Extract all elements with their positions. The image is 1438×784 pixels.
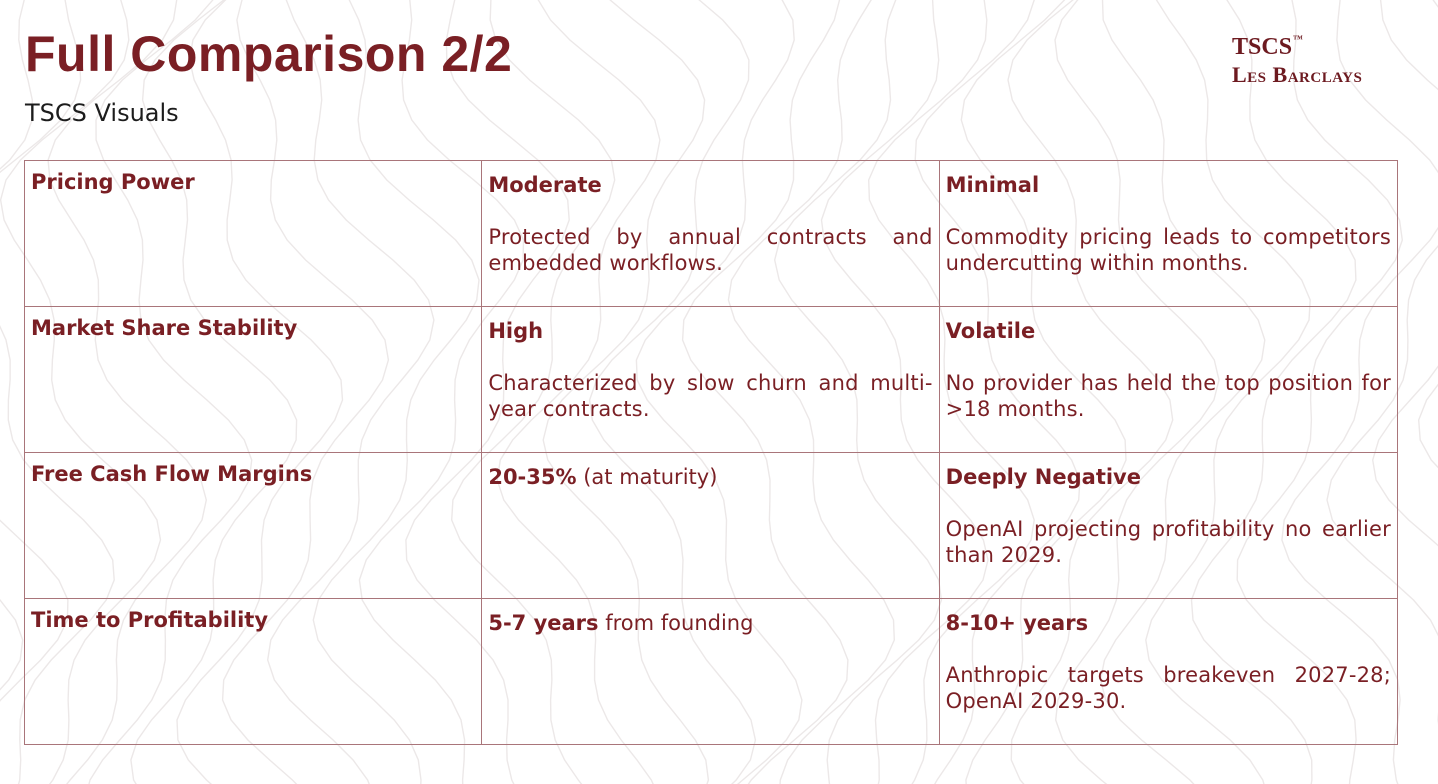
table-row: Pricing Power Moderate Protected by annu… [23,160,1399,307]
col2-cell: High Characterized by slow churn and mul… [481,306,940,453]
col3-cell: Deeply Negative OpenAI projecting profit… [938,452,1399,599]
col3-description: Commodity pricing leads to competitors u… [945,225,1391,275]
trademark-symbol: ™ [1293,34,1304,45]
row-label-cell: Free Cash Flow Margins [23,452,483,599]
row-label: Free Cash Flow Margins [31,462,313,486]
col2-lead: Moderate [488,173,602,197]
table-row: Time to Profitability 5-7 years from fou… [23,598,1399,745]
page-subtitle: TSCS Visuals [25,99,179,127]
page-title: Full Comparison 2/2 [25,26,513,82]
col3-cell: 8-10+ years Anthropic targets breakeven … [938,598,1399,745]
col3-cell: Volatile No provider has held the top po… [938,306,1399,453]
col2-lead: 5-7 years from founding [488,611,754,635]
logo-line-2: Les Barclays [1232,62,1363,87]
col3-lead: Volatile [945,319,1036,343]
col3-cell: Minimal Commodity pricing leads to compe… [938,160,1399,307]
comparison-table: Pricing Power Moderate Protected by annu… [23,160,1399,745]
col2-cell: 5-7 years from founding [481,598,940,745]
row-label-cell: Market Share Stability [23,306,483,453]
col2-lead: High [488,319,544,343]
col2-description: Characterized by slow churn and multi-ye… [488,371,933,421]
col2-cell: 20-35% (at maturity) [481,452,940,599]
col3-description: OpenAI projecting profitability no earli… [945,517,1391,567]
table-row: Free Cash Flow Margins 20-35% (at maturi… [23,452,1399,599]
col2-description: Protected by annual contracts and embedd… [488,225,933,275]
col3-description: No provider has held the top position fo… [945,371,1391,421]
col3-lead: 8-10+ years [945,611,1089,635]
col3-description: Anthropic targets breakeven 2027-28; Ope… [945,663,1391,713]
col2-cell: Moderate Protected by annual contracts a… [481,160,940,307]
brand-logo: TSCS™ Les Barclays [1232,27,1362,90]
row-label-cell: Pricing Power [23,160,483,307]
row-label: Pricing Power [31,170,195,194]
row-label: Market Share Stability [31,316,298,340]
col3-lead: Minimal [945,173,1040,197]
logo-line-1: TSCS™ [1232,34,1304,60]
col3-lead: Deeply Negative [945,465,1141,489]
row-label-cell: Time to Profitability [23,598,483,745]
table-row: Market Share Stability High Characterize… [23,306,1399,453]
col2-lead: 20-35% (at maturity) [488,465,718,489]
row-label: Time to Profitability [31,608,269,632]
